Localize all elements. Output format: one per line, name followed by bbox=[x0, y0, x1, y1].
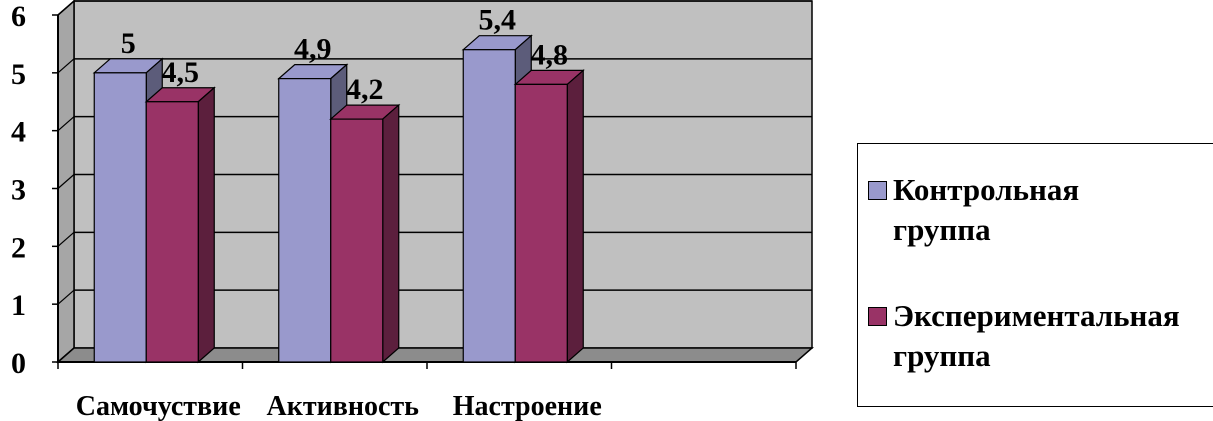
bar bbox=[513, 69, 585, 364]
y-tick-label: 4 bbox=[11, 116, 26, 149]
legend: Контрольная группа Экспериментальная групп… bbox=[857, 143, 1213, 407]
data-label: 4,2 bbox=[346, 73, 384, 106]
legend-label-control: Контрольная группа bbox=[893, 172, 1080, 247]
data-label: 5,4 bbox=[479, 4, 517, 37]
gridline-side bbox=[57, 289, 75, 305]
x-axis-categories: Самочуствие Активность Настроение bbox=[57, 362, 797, 421]
data-label: 4,8 bbox=[531, 38, 569, 71]
data-label: 5 bbox=[121, 27, 136, 60]
x-category-label: Самочуствие bbox=[76, 391, 241, 421]
y-tick-label: 5 bbox=[11, 58, 26, 91]
bar bbox=[144, 86, 216, 364]
y-tick-label: 2 bbox=[11, 231, 26, 264]
data-label: 4,9 bbox=[294, 33, 332, 66]
x-category-label: Настроение bbox=[453, 391, 602, 421]
gridline-side bbox=[57, 116, 75, 132]
bar bbox=[329, 103, 401, 364]
legend-label-experimental: Экспериментальная группа bbox=[893, 298, 1180, 373]
data-label: 4,5 bbox=[162, 56, 200, 89]
y-tick-label: 1 bbox=[11, 289, 26, 322]
gridline-side bbox=[57, 174, 75, 189]
legend-swatch-experimental bbox=[868, 307, 887, 326]
gridline-side bbox=[57, 0, 75, 16]
legend-swatch-control bbox=[868, 181, 887, 200]
gridline-side bbox=[57, 231, 75, 247]
bars bbox=[92, 34, 585, 364]
y-tick-label: 3 bbox=[11, 174, 26, 207]
y-axis-ticks: 0 1 2 3 4 5 6 bbox=[11, 0, 58, 380]
data-labels: 5 4,5 4,9 4,2 5,4 4,8 bbox=[121, 4, 568, 106]
y-tick-label: 0 bbox=[11, 347, 26, 380]
y-tick-label: 6 bbox=[11, 0, 26, 33]
x-category-label: Активность bbox=[267, 391, 420, 421]
gridline-side bbox=[57, 58, 75, 74]
legend-item-control: Контрольная группа bbox=[868, 170, 1079, 250]
legend-item-experimental: Экспериментальная группа bbox=[868, 296, 1180, 376]
